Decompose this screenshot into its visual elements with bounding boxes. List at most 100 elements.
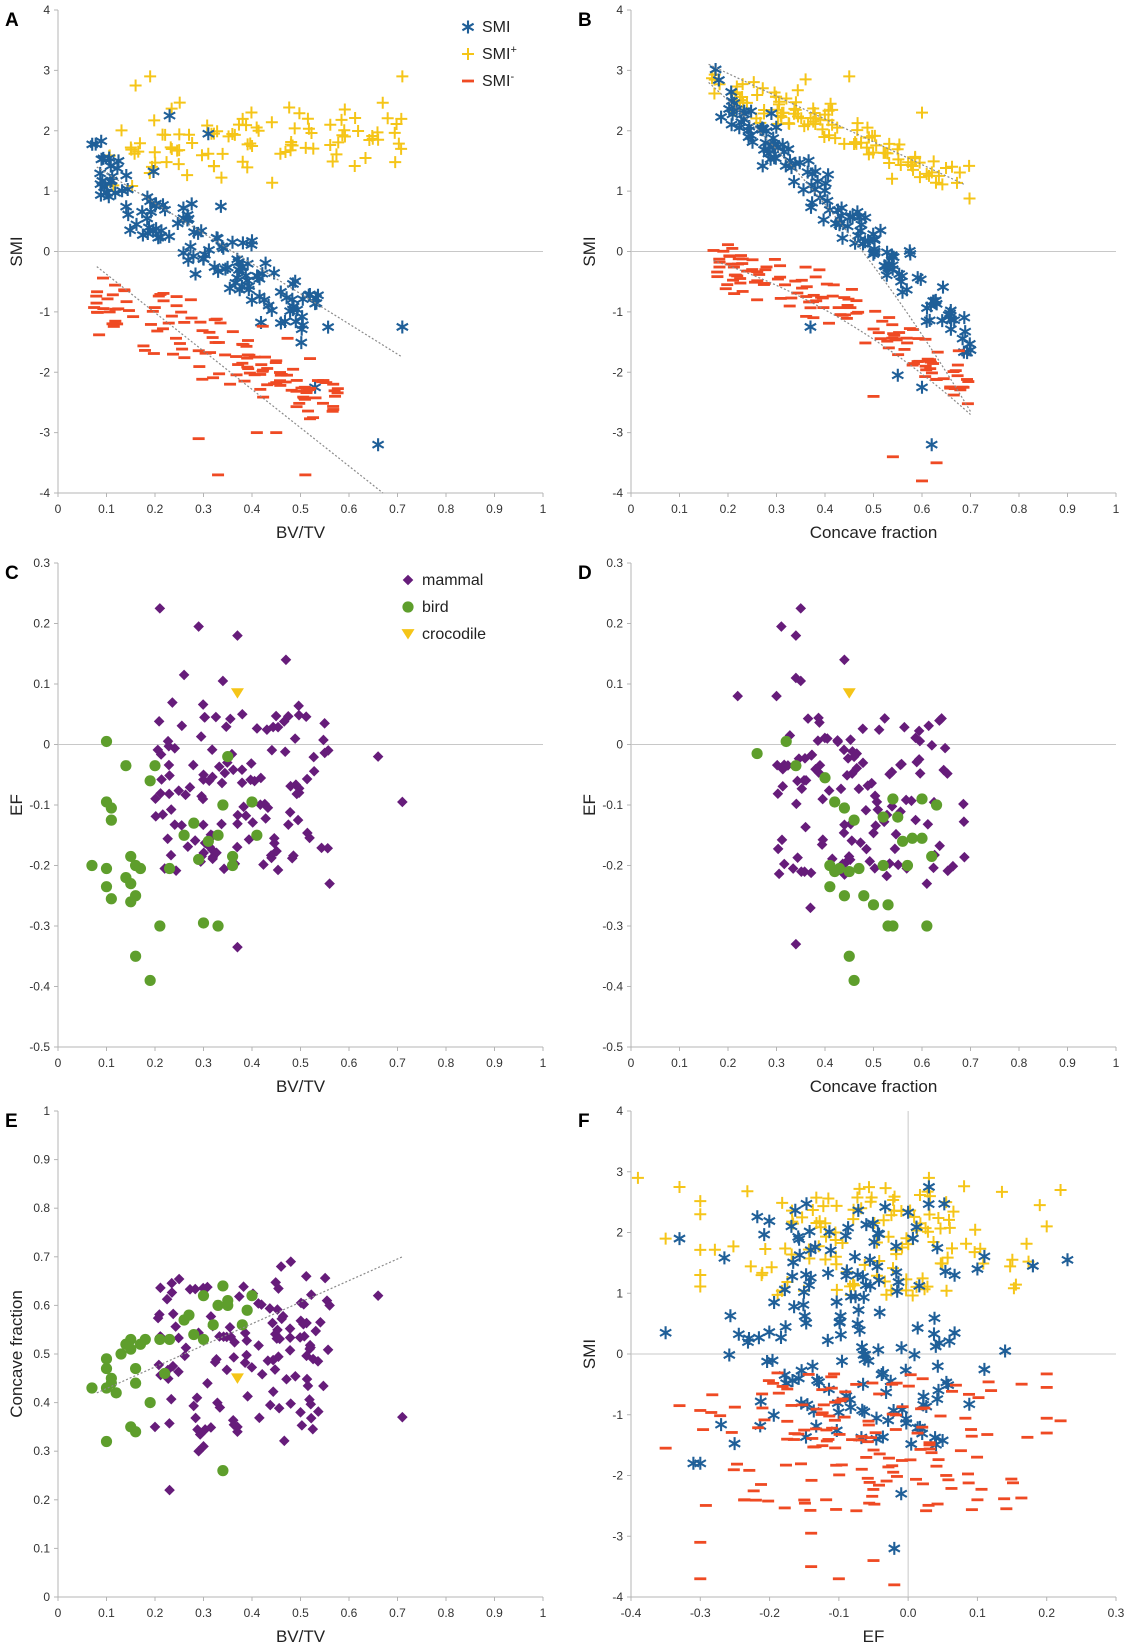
- y-tick-label: -1: [39, 305, 50, 319]
- y-tick-label: 1: [43, 1104, 50, 1118]
- y-axis-label: SMI: [7, 236, 26, 266]
- smi-plus-point: [881, 147, 894, 160]
- x-tick-label: 0.3: [195, 1056, 212, 1070]
- mammal-point: [285, 1398, 297, 1409]
- smi-point: [846, 210, 859, 224]
- smi-minus-point: [743, 1468, 756, 1472]
- smi-point: [154, 230, 167, 244]
- smi-minus-point: [965, 1508, 978, 1512]
- smi-plus-point: [124, 141, 137, 154]
- y-tick-label: 3: [43, 63, 50, 77]
- smi-plus-point: [226, 128, 239, 141]
- mammal-point: [242, 1391, 253, 1402]
- smi-point: [185, 197, 198, 211]
- smi-plus-point: [921, 1225, 934, 1238]
- smi-plus-point: [759, 1243, 772, 1256]
- smi-plus-point: [826, 103, 839, 116]
- legend-label-mammal: mammal: [422, 572, 483, 589]
- chart-panel-a: 0 0.1 0.2 0.3 0.4 0.5 0.6 0.7 0.8 0.9 1-4-3-2-1012…: [5, 3, 547, 542]
- bird-point: [843, 950, 855, 962]
- smi-point: [880, 268, 893, 282]
- smi-minus-point: [830, 1463, 843, 1467]
- smi-minus-point: [802, 1373, 815, 1376]
- smi-point: [835, 201, 848, 215]
- mammal-point: [232, 630, 243, 641]
- smi-plus-point: [115, 124, 128, 137]
- mammal-point: [302, 1380, 314, 1392]
- x-tick-label: 0.4: [244, 1056, 261, 1070]
- smi-plus-point: [388, 126, 401, 139]
- mammal-point: [232, 941, 243, 953]
- smi-point: [911, 271, 924, 285]
- mammal-point: [823, 785, 835, 796]
- mammal-point: [285, 780, 296, 792]
- smi-minus-point: [855, 1435, 868, 1438]
- smi-point: [789, 1203, 802, 1217]
- mammal-point: [318, 1380, 329, 1392]
- y-tick-label: 0.9: [33, 1153, 50, 1167]
- smi-minus-point: [268, 382, 281, 386]
- y-tick-label: 0.5: [33, 1347, 50, 1361]
- x-tick-label: 0.4: [817, 1056, 834, 1070]
- mammal-point: [284, 1323, 296, 1334]
- mammal-point: [322, 745, 334, 756]
- mammal-point: [302, 827, 313, 839]
- smi-minus-point: [194, 320, 207, 324]
- smi-minus-point: [280, 373, 293, 377]
- smi-minus-point: [230, 355, 243, 358]
- mammal-point: [163, 788, 175, 800]
- mammal-point: [860, 804, 872, 816]
- smi-plus-point: [843, 70, 856, 83]
- mammal-point: [156, 774, 167, 785]
- smi-minus-point: [327, 408, 340, 411]
- x-tick-label: 0.2: [147, 1606, 164, 1620]
- x-tick-label: 0.5: [865, 1056, 882, 1070]
- smi-plus-point: [631, 1171, 644, 1184]
- y-tick-label: 2: [616, 1226, 623, 1240]
- smi-minus-point: [805, 1531, 818, 1535]
- smi-minus-point: [820, 1498, 833, 1502]
- bird-point: [163, 862, 176, 875]
- smi-minus-point: [736, 290, 749, 293]
- y-tick-label: 3: [616, 1165, 623, 1179]
- smi-plus-point: [330, 148, 343, 161]
- smi-plus-point: [171, 144, 184, 157]
- smi-minus-point: [734, 281, 747, 285]
- smi-minus-point: [157, 299, 170, 303]
- bird-point: [100, 1435, 113, 1448]
- smi-minus-point: [807, 316, 820, 320]
- smi-minus-point: [327, 405, 340, 408]
- smi-minus-point: [866, 1494, 879, 1498]
- smi-minus-point: [825, 1375, 838, 1379]
- smi-point: [876, 1430, 890, 1444]
- smi-minus-point: [787, 1438, 800, 1441]
- mammal-point: [218, 863, 230, 875]
- mammal-point: [224, 1321, 236, 1333]
- mammal-point: [189, 835, 201, 846]
- smi-plus-point: [148, 114, 161, 127]
- smi-minus-point: [861, 1440, 874, 1444]
- smi-plus-point: [352, 124, 365, 137]
- smi-minus-point: [730, 1462, 743, 1466]
- mammal-point: [256, 1299, 267, 1310]
- mammal-point: [853, 783, 865, 795]
- smi-point: [754, 1419, 767, 1433]
- smi-minus-point: [1040, 1386, 1053, 1389]
- smi-point: [848, 1250, 862, 1264]
- bird-point: [246, 1290, 258, 1302]
- smi-minus-point: [302, 409, 315, 413]
- x-tick-label: 0.5: [292, 1056, 309, 1070]
- x-tick-label: 0.8: [438, 1056, 455, 1070]
- smi-plus-point: [831, 121, 844, 134]
- smi-minus-point: [829, 1400, 842, 1404]
- smi-minus-point: [945, 1487, 958, 1490]
- smi-point: [881, 1413, 895, 1427]
- mammal-point: [284, 806, 296, 818]
- mammal-point: [178, 669, 190, 681]
- smi-minus-point: [907, 362, 920, 365]
- smi-plus-point: [144, 70, 157, 83]
- mammal-point: [772, 843, 784, 855]
- x-tick-label: 0.3: [768, 502, 785, 516]
- mammal-point: [166, 1277, 178, 1289]
- bird-point: [882, 899, 894, 911]
